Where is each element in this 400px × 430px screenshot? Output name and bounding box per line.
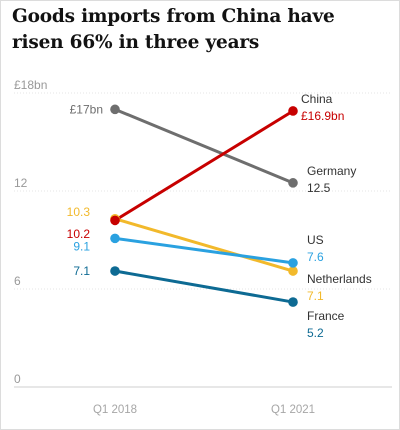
- value-label: 5.2: [307, 326, 324, 340]
- series-lines: [113, 107, 295, 304]
- data-point-china: [110, 215, 120, 226]
- series-line-us: [113, 236, 295, 265]
- data-point-us: [110, 233, 120, 244]
- value-label: 9.1: [73, 239, 90, 253]
- data-point-france: [110, 266, 120, 276]
- value-label: 7.6: [307, 250, 324, 264]
- series-line-netherlands: [113, 217, 295, 273]
- series-name-label: France: [307, 309, 345, 323]
- series-line-germany: [113, 107, 295, 185]
- value-label: 12.5: [307, 181, 331, 195]
- data-point-germany: [288, 178, 298, 188]
- series-name-label: Netherlands: [307, 272, 372, 286]
- series-line-france: [113, 269, 295, 304]
- data-point-us: [288, 258, 298, 268]
- series-name-label: Germany: [307, 164, 356, 178]
- value-label: 10.3: [67, 205, 91, 219]
- series-name-label: US: [307, 233, 324, 247]
- value-label: £17bn: [70, 102, 103, 116]
- gridlines: 0 6 12 £18bn Q1 2018 Q1 2021: [14, 78, 392, 416]
- data-point-china: [288, 106, 298, 116]
- series-name-label: China: [301, 92, 333, 106]
- y-tick-label: 6: [14, 274, 21, 288]
- y-tick-label: 12: [14, 176, 28, 190]
- value-label: £16.9bn: [301, 109, 344, 123]
- x-tick-label: Q1 2021: [271, 404, 315, 416]
- x-tick-label: Q1 2018: [93, 404, 137, 416]
- y-tick-label: 0: [14, 372, 21, 386]
- value-label: 10.2: [67, 227, 91, 241]
- y-tick-label: £18bn: [14, 78, 47, 92]
- data-point-france: [288, 297, 298, 307]
- data-point-netherlands: [288, 266, 298, 276]
- data-point-germany: [110, 104, 120, 115]
- series-labels: £17bn 10.3 10.29.1 7.1 China £16.9bn Germany 12…: [67, 92, 372, 340]
- chart-title: Goods imports from China have risen 66% …: [12, 6, 335, 53]
- series-line-china: [113, 109, 295, 222]
- value-label: 7.1: [73, 264, 90, 278]
- series-points: [110, 104, 298, 307]
- value-label: 7.1: [307, 289, 324, 303]
